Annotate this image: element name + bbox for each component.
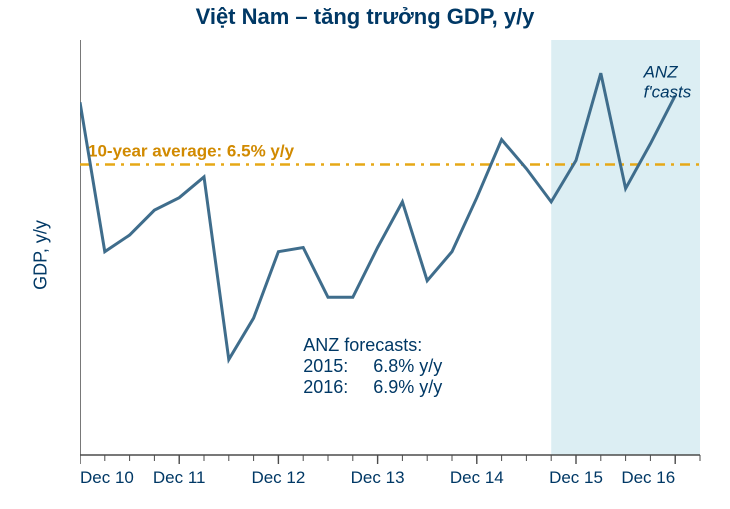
svg-text:10-year average: 6.5% y/y: 10-year average: 6.5% y/y bbox=[88, 142, 295, 161]
svg-text:Dec 10: Dec 10 bbox=[80, 468, 134, 487]
svg-text:Dec 15: Dec 15 bbox=[549, 468, 603, 487]
chart-title: Việt Nam – tăng trưởng GDP, y/y bbox=[0, 4, 730, 30]
anz-heading: ANZ forecasts: bbox=[303, 335, 442, 356]
svg-text:Dec 14: Dec 14 bbox=[450, 468, 504, 487]
y-axis-label: GDP, y/y bbox=[30, 220, 51, 290]
svg-text:f'casts: f'casts bbox=[644, 82, 692, 101]
anz-forecast-text: ANZ forecasts: 2015: 6.8% y/y 2016: 6.9%… bbox=[303, 335, 442, 398]
chart-container: Việt Nam – tăng trưởng GDP, y/y GDP, y/y… bbox=[0, 0, 730, 509]
svg-text:Dec 13: Dec 13 bbox=[351, 468, 405, 487]
svg-text:Dec 11: Dec 11 bbox=[153, 468, 206, 487]
svg-text:Dec 12: Dec 12 bbox=[251, 468, 305, 487]
anz-row-year-1: 2016: bbox=[303, 377, 363, 398]
anz-row-val-0: 6.8% y/y bbox=[373, 356, 442, 377]
anz-row-val-1: 6.9% y/y bbox=[373, 377, 442, 398]
plot-area: 3.03.54.04.55.05.56.06.57.07.58.0Dec 10D… bbox=[80, 40, 730, 509]
svg-text:Dec 16: Dec 16 bbox=[621, 468, 675, 487]
anz-row-year-0: 2015: bbox=[303, 356, 363, 377]
svg-text:ANZ: ANZ bbox=[643, 62, 679, 81]
